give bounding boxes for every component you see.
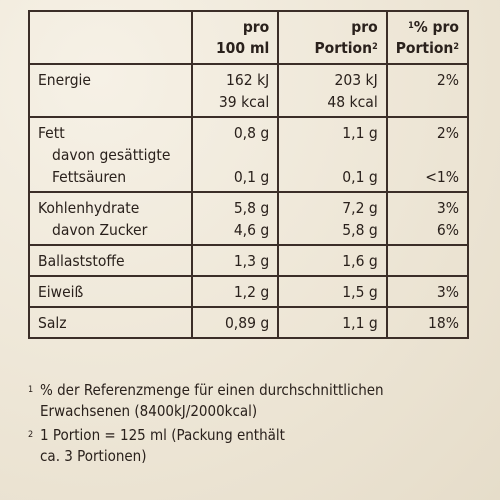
- table-row-ballaststoffe: Ballaststoffe 1,3 g 1,6 g: [27, 244, 470, 277]
- footnote-2: 2 1 Portion = 125 ml (Packung enthält ca…: [28, 425, 478, 466]
- cell-energie-per100: 162 kJ 39 kcal: [191, 63, 280, 118]
- footnote-2-mark: 2: [28, 430, 34, 440]
- header-percent-label: % pro: [413, 18, 459, 36]
- footnotes: 1 % der Referenzmenge für einen durchsch…: [28, 380, 478, 470]
- row-label-fett: Fett davon gesättigte Fettsäuren: [27, 116, 194, 193]
- header-percent-line1: 1% pro: [396, 17, 459, 38]
- cell-energie-portion: 203 kJ 48 kcal: [277, 63, 388, 118]
- cell-fett-per100-main: 0,8 g: [233, 124, 270, 142]
- cell-energie-per100-kcal: 39 kcal: [218, 93, 270, 111]
- table-header-row: pro 100 ml pro Portion2 1% pro Portion2: [27, 10, 470, 65]
- row-label-ballaststoffe: Ballaststoffe: [27, 244, 194, 277]
- footnote-1-mark: 1: [28, 385, 34, 395]
- header-per-portion-line2: Portion2: [287, 38, 377, 59]
- cell-zucker-portion: 5,8 g: [342, 221, 378, 239]
- row-label-kohlenhydrate: Kohlenhydrate davon Zucker: [27, 191, 194, 246]
- cell-kohlenhydrate-pct: 3% 6%: [385, 191, 470, 246]
- cell-kohlenhydrate-per100: 5,8 g 4,6 g: [191, 191, 280, 246]
- cell-salz-portion: 1,1 g: [277, 306, 388, 339]
- cell-energie-per100-kj: 162 kJ: [226, 71, 270, 89]
- header-per-100ml-line1: pro: [242, 18, 270, 36]
- table-row-energie: Energie 162 kJ 39 kcal 203 kJ 48 kcal 2%: [27, 63, 470, 118]
- row-label-zucker: davon Zucker: [52, 221, 148, 239]
- cell-fett-per100-sub: 0,1 g: [233, 168, 270, 186]
- cell-eiweiss-pct: 3%: [385, 275, 470, 308]
- cell-fett-pct-main: 2%: [436, 124, 459, 142]
- header-per-portion-label: Portion: [314, 39, 373, 57]
- footnote-1-line2: Erwachsenen (8400kJ/2000kcal): [40, 401, 258, 420]
- cell-eiweiss-portion: 1,5 g: [277, 275, 388, 308]
- cell-energie-portion-kj: 203 kJ: [334, 71, 378, 89]
- cell-zucker-per100: 4,6 g: [233, 221, 270, 239]
- cell-salz-pct: 18%: [385, 306, 470, 339]
- cell-fett-portion: 1,1 g 0,1 g: [277, 116, 388, 193]
- row-label-eiweiss: Eiweiß: [27, 275, 194, 308]
- cell-eiweiss-per100: 1,2 g: [191, 275, 280, 308]
- table-row-salz: Salz 0,89 g 1,1 g 18%: [27, 306, 470, 339]
- table-row-fett: Fett davon gesättigte Fettsäuren 0,8 g 0…: [27, 116, 470, 193]
- row-label-fett-sub1: davon gesättigte: [52, 146, 171, 164]
- row-label-fett-main: Fett: [38, 124, 65, 142]
- nutrition-table: pro 100 ml pro Portion2 1% pro Portion2 …: [27, 10, 470, 339]
- cell-fett-portion-main: 1,1 g: [342, 124, 378, 142]
- cell-kohlenhydrate-per100-main: 5,8 g: [233, 199, 270, 217]
- cell-fett-pct-sub: <1%: [425, 168, 459, 186]
- cell-kohlenhydrate-pct-main: 3%: [436, 199, 459, 217]
- footnote-ref-2b: 2: [453, 42, 459, 52]
- header-percent-line2: Portion2: [396, 38, 459, 59]
- cell-energie-portion-kcal: 48 kcal: [327, 93, 378, 111]
- cell-fett-per100: 0,8 g 0,1 g: [191, 116, 280, 193]
- header-per-portion: pro Portion2: [277, 10, 388, 65]
- cell-energie-pct: 2%: [385, 63, 470, 118]
- header-percent-portion-label: Portion: [395, 39, 454, 57]
- footnote-ref-2: 2: [372, 42, 378, 52]
- table-row-eiweiss: Eiweiß 1,2 g 1,5 g 3%: [27, 275, 470, 308]
- row-label-salz: Salz: [27, 306, 194, 339]
- cell-fett-portion-sub: 0,1 g: [342, 168, 378, 186]
- footnote-1: 1 % der Referenzmenge für einen durchsch…: [28, 380, 478, 421]
- cell-salz-per100: 0,89 g: [191, 306, 280, 339]
- footnote-2-line1: 1 Portion = 125 ml (Packung enthält: [40, 426, 285, 444]
- row-label-kohlenhydrate-main: Kohlenhydrate: [38, 199, 140, 217]
- header-per-100ml: pro 100 ml: [191, 10, 280, 65]
- footnote-1-line1: % der Referenzmenge für einen durchschni…: [40, 381, 384, 399]
- cell-zucker-pct: 6%: [436, 221, 459, 239]
- header-percent-portion: 1% pro Portion2: [385, 10, 470, 65]
- table-row-kohlenhydrate: Kohlenhydrate davon Zucker 5,8 g 4,6 g 7…: [27, 191, 470, 246]
- footnote-2-line2: ca. 3 Portionen): [40, 446, 147, 465]
- row-label-fett-sub2: Fettsäuren: [52, 168, 127, 186]
- cell-ballaststoffe-portion: 1,6 g: [277, 244, 388, 277]
- cell-fett-pct: 2% <1%: [385, 116, 470, 193]
- header-empty-cell: [27, 10, 194, 65]
- cell-kohlenhydrate-portion: 7,2 g 5,8 g: [277, 191, 388, 246]
- cell-kohlenhydrate-portion-main: 7,2 g: [342, 199, 378, 217]
- row-label-energie: Energie: [27, 63, 194, 118]
- cell-ballaststoffe-per100: 1,3 g: [191, 244, 280, 277]
- header-per-100ml-line2: 100 ml: [215, 39, 270, 57]
- footnote-ref-1: 1: [408, 21, 414, 31]
- header-per-portion-line1: pro: [351, 18, 378, 36]
- cell-ballaststoffe-pct: [385, 244, 470, 277]
